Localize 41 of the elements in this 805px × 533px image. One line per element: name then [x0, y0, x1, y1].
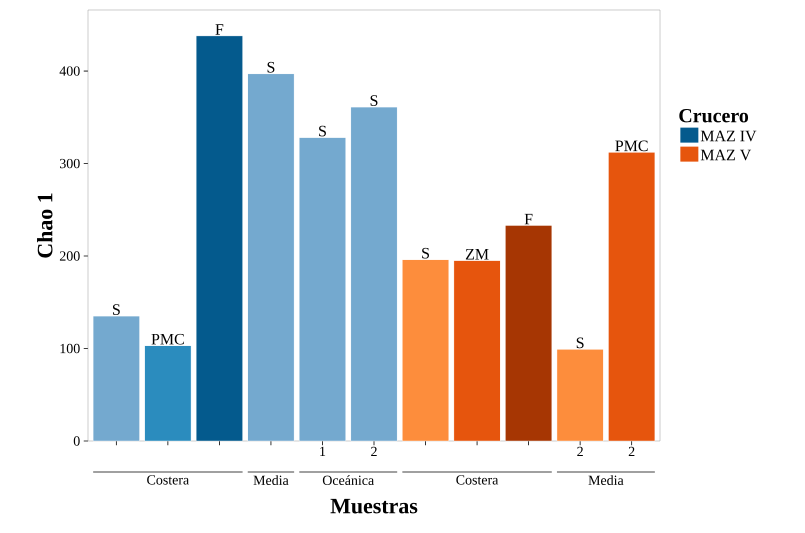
bar	[608, 152, 656, 442]
legend-title: Crucero	[679, 109, 748, 122]
text: Costera	[147, 475, 189, 485]
x-tick-label: 1	[320, 446, 326, 456]
bar	[350, 106, 398, 442]
data-label: F	[215, 24, 224, 35]
bar	[505, 225, 552, 442]
data-label: S	[370, 95, 378, 106]
bar	[144, 346, 192, 442]
data-label: S	[422, 248, 429, 259]
data-label: S	[112, 304, 120, 315]
x-tick-label: 2	[577, 446, 583, 456]
y-tick-label: 300	[60, 158, 80, 168]
data-label: ZM	[466, 249, 489, 260]
bar	[556, 349, 604, 442]
y-tick-label: 400	[60, 66, 80, 76]
data-label: PMC	[151, 334, 184, 345]
text: Media	[254, 475, 289, 486]
data-label: S	[576, 338, 584, 348]
text: Oceánica	[322, 475, 374, 486]
y-tick-label: 100	[60, 344, 80, 354]
text: Media	[588, 475, 624, 486]
data-label: S	[268, 62, 274, 73]
bar	[402, 260, 449, 442]
data-label: S	[319, 126, 326, 136]
x-tick-label: 2	[628, 446, 634, 456]
text: Costera	[456, 475, 498, 485]
x-axis-title: Muestras	[330, 498, 418, 514]
bar	[196, 36, 243, 442]
x-tick-label: 2	[371, 446, 377, 456]
bar	[299, 137, 346, 442]
y-tick-label: 200	[60, 251, 80, 261]
data-label: PMC	[615, 140, 648, 152]
legend-label: MAZ IV	[700, 130, 756, 142]
bar	[248, 74, 294, 442]
bar	[454, 260, 500, 442]
y-axis-title: Chao 1	[37, 193, 52, 258]
y-tick-label: 0	[74, 436, 80, 446]
legend-label: MAZ V	[700, 150, 752, 160]
bar	[92, 316, 140, 442]
data-label: F	[524, 214, 532, 224]
